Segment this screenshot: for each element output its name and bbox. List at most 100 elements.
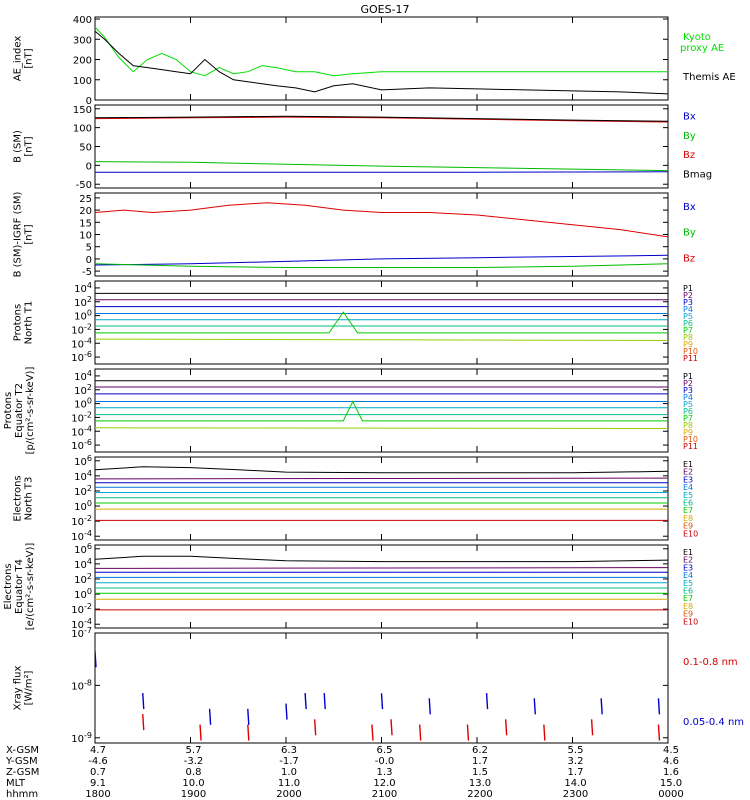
legend-label: E2: [683, 556, 693, 565]
data-point-0.05-0.4 nm: [323, 693, 326, 710]
y-tick-label: -50: [76, 180, 92, 191]
row-value: 14.0: [564, 778, 586, 789]
y-tick-label: 10-2: [71, 514, 92, 528]
legend-label: E1: [683, 548, 693, 557]
legend-label: E6: [683, 587, 693, 596]
legend-label: Bz: [683, 253, 695, 264]
y-tick-label: 100: [73, 124, 92, 135]
row-value: 15.0: [660, 778, 682, 789]
legend-label: E9: [683, 522, 693, 531]
y-axis-label: B (SM)-IGRF (SM): [13, 192, 24, 278]
legend-label: P1: [683, 372, 693, 381]
y-axis-label: [e/(cm²-s-sr-keV)]: [25, 543, 36, 631]
series-line-P8: [95, 338, 668, 341]
row-value: 5.5: [568, 745, 584, 756]
legend-label: P7: [683, 326, 693, 335]
data-point-0.1-0.8 nm: [657, 724, 661, 741]
y-tick-label: 104: [74, 281, 92, 295]
series-line-E2: [95, 477, 668, 480]
y-tick-label: 50: [79, 143, 92, 154]
y-tick-label: 15: [79, 218, 92, 229]
row-value: 12.0: [373, 778, 395, 789]
legend-label: P9: [683, 340, 693, 349]
legend-label: P7: [683, 414, 693, 423]
legend-label: P9: [683, 428, 693, 437]
y-tick-label: 104: [74, 369, 92, 383]
y-axis-label: Equator T4: [14, 559, 25, 614]
y-axis-label: Protons: [13, 304, 24, 341]
row-value: 4.5: [663, 745, 679, 756]
row-value: 10.0: [182, 778, 204, 789]
y-tick-label: 102: [74, 484, 92, 498]
legend-label: P2: [683, 379, 693, 388]
legend-label: E7: [683, 594, 693, 603]
panel-frame: [94, 368, 669, 453]
y-tick-label: 10-6: [71, 350, 92, 364]
series-line-By: [95, 161, 668, 172]
row-value: 0.8: [186, 767, 202, 778]
legend-label: 0.1-0.8 nm: [683, 657, 738, 668]
legend-label: P10: [683, 435, 698, 444]
data-point-0.1-0.8 nm: [199, 724, 202, 741]
legend-label: P10: [683, 347, 698, 356]
row-label: MLT: [6, 778, 26, 789]
y-tick-label: 100: [73, 76, 92, 87]
y-axis-label: Protons: [3, 392, 14, 429]
data-point-0.1-0.8 nm: [142, 714, 145, 731]
y-tick-label: 5: [86, 243, 92, 254]
row-value: -4.6: [88, 756, 108, 767]
y-axis-label: [p/(cm²-s-sr-keV)]: [25, 367, 36, 455]
series-line-Bz: [95, 116, 668, 123]
data-point-0.05-0.4 nm: [600, 698, 603, 715]
row-value: 6.3: [281, 745, 297, 756]
y-tick-label: 150: [73, 105, 92, 116]
panel-frame: [94, 16, 669, 101]
row-label: Z-GSM: [6, 767, 39, 778]
row-value: -3.2: [184, 756, 204, 767]
data-point-0.05-0.4 nm: [380, 693, 384, 710]
legend-label: By: [683, 131, 696, 142]
data-point-0.05-0.4 nm: [304, 693, 307, 710]
data-point-0.05-0.4 nm: [208, 708, 212, 725]
legend-label: P4: [683, 393, 693, 402]
y-tick-label: 100: [74, 499, 92, 513]
legend-label: P5: [683, 312, 693, 321]
legend-label: E5: [683, 491, 693, 500]
data-point-0.1-0.8 nm: [313, 719, 317, 736]
panel-frame: [94, 632, 669, 744]
y-axis-label: AE_index: [13, 36, 24, 82]
y-tick-label: 10-9: [71, 731, 92, 745]
y-tick-label: 104: [74, 469, 92, 483]
legend-label: P11: [683, 442, 698, 451]
row-value: 2300: [563, 789, 588, 800]
row-value: 3.2: [568, 756, 584, 767]
y-axis-label: [nT]: [24, 48, 35, 68]
row-value: 1900: [181, 789, 206, 800]
row-value: 1.0: [281, 767, 297, 778]
data-point-0.05-0.4 nm: [533, 698, 536, 715]
y-tick-label: 106: [74, 454, 92, 468]
y-tick-label: 102: [74, 295, 92, 309]
y-axis-label: [W/m²]: [24, 670, 35, 705]
legend-label: P4: [683, 305, 693, 314]
legend-label: E4: [683, 483, 693, 492]
time-axis-table: X-GSM 4.7 5.7 6.3 6.5 6.2 5.5 4.5 Y-GSM -4.6 -3.2 -…: [5, 745, 684, 800]
legend-label: Themis AE: [682, 72, 736, 83]
y-tick-label: 10-2: [71, 322, 92, 336]
y-tick-label: 102: [74, 572, 92, 586]
legend-label: P8: [683, 421, 693, 430]
series-line-P7: [95, 311, 668, 334]
y-tick-label: 10-4: [71, 424, 92, 438]
legend-label: E7: [683, 506, 693, 515]
legend-label: E10: [683, 617, 698, 626]
legend-label: E2: [683, 468, 693, 477]
data-point-0.1-0.8 nm: [371, 724, 374, 741]
data-point-0.1-0.8 nm: [543, 724, 546, 741]
row-value: 0.7: [90, 767, 106, 778]
series-line-Bmag: [95, 115, 668, 122]
y-tick-label: 10-2: [71, 602, 92, 616]
row-value: 6.5: [377, 745, 393, 756]
